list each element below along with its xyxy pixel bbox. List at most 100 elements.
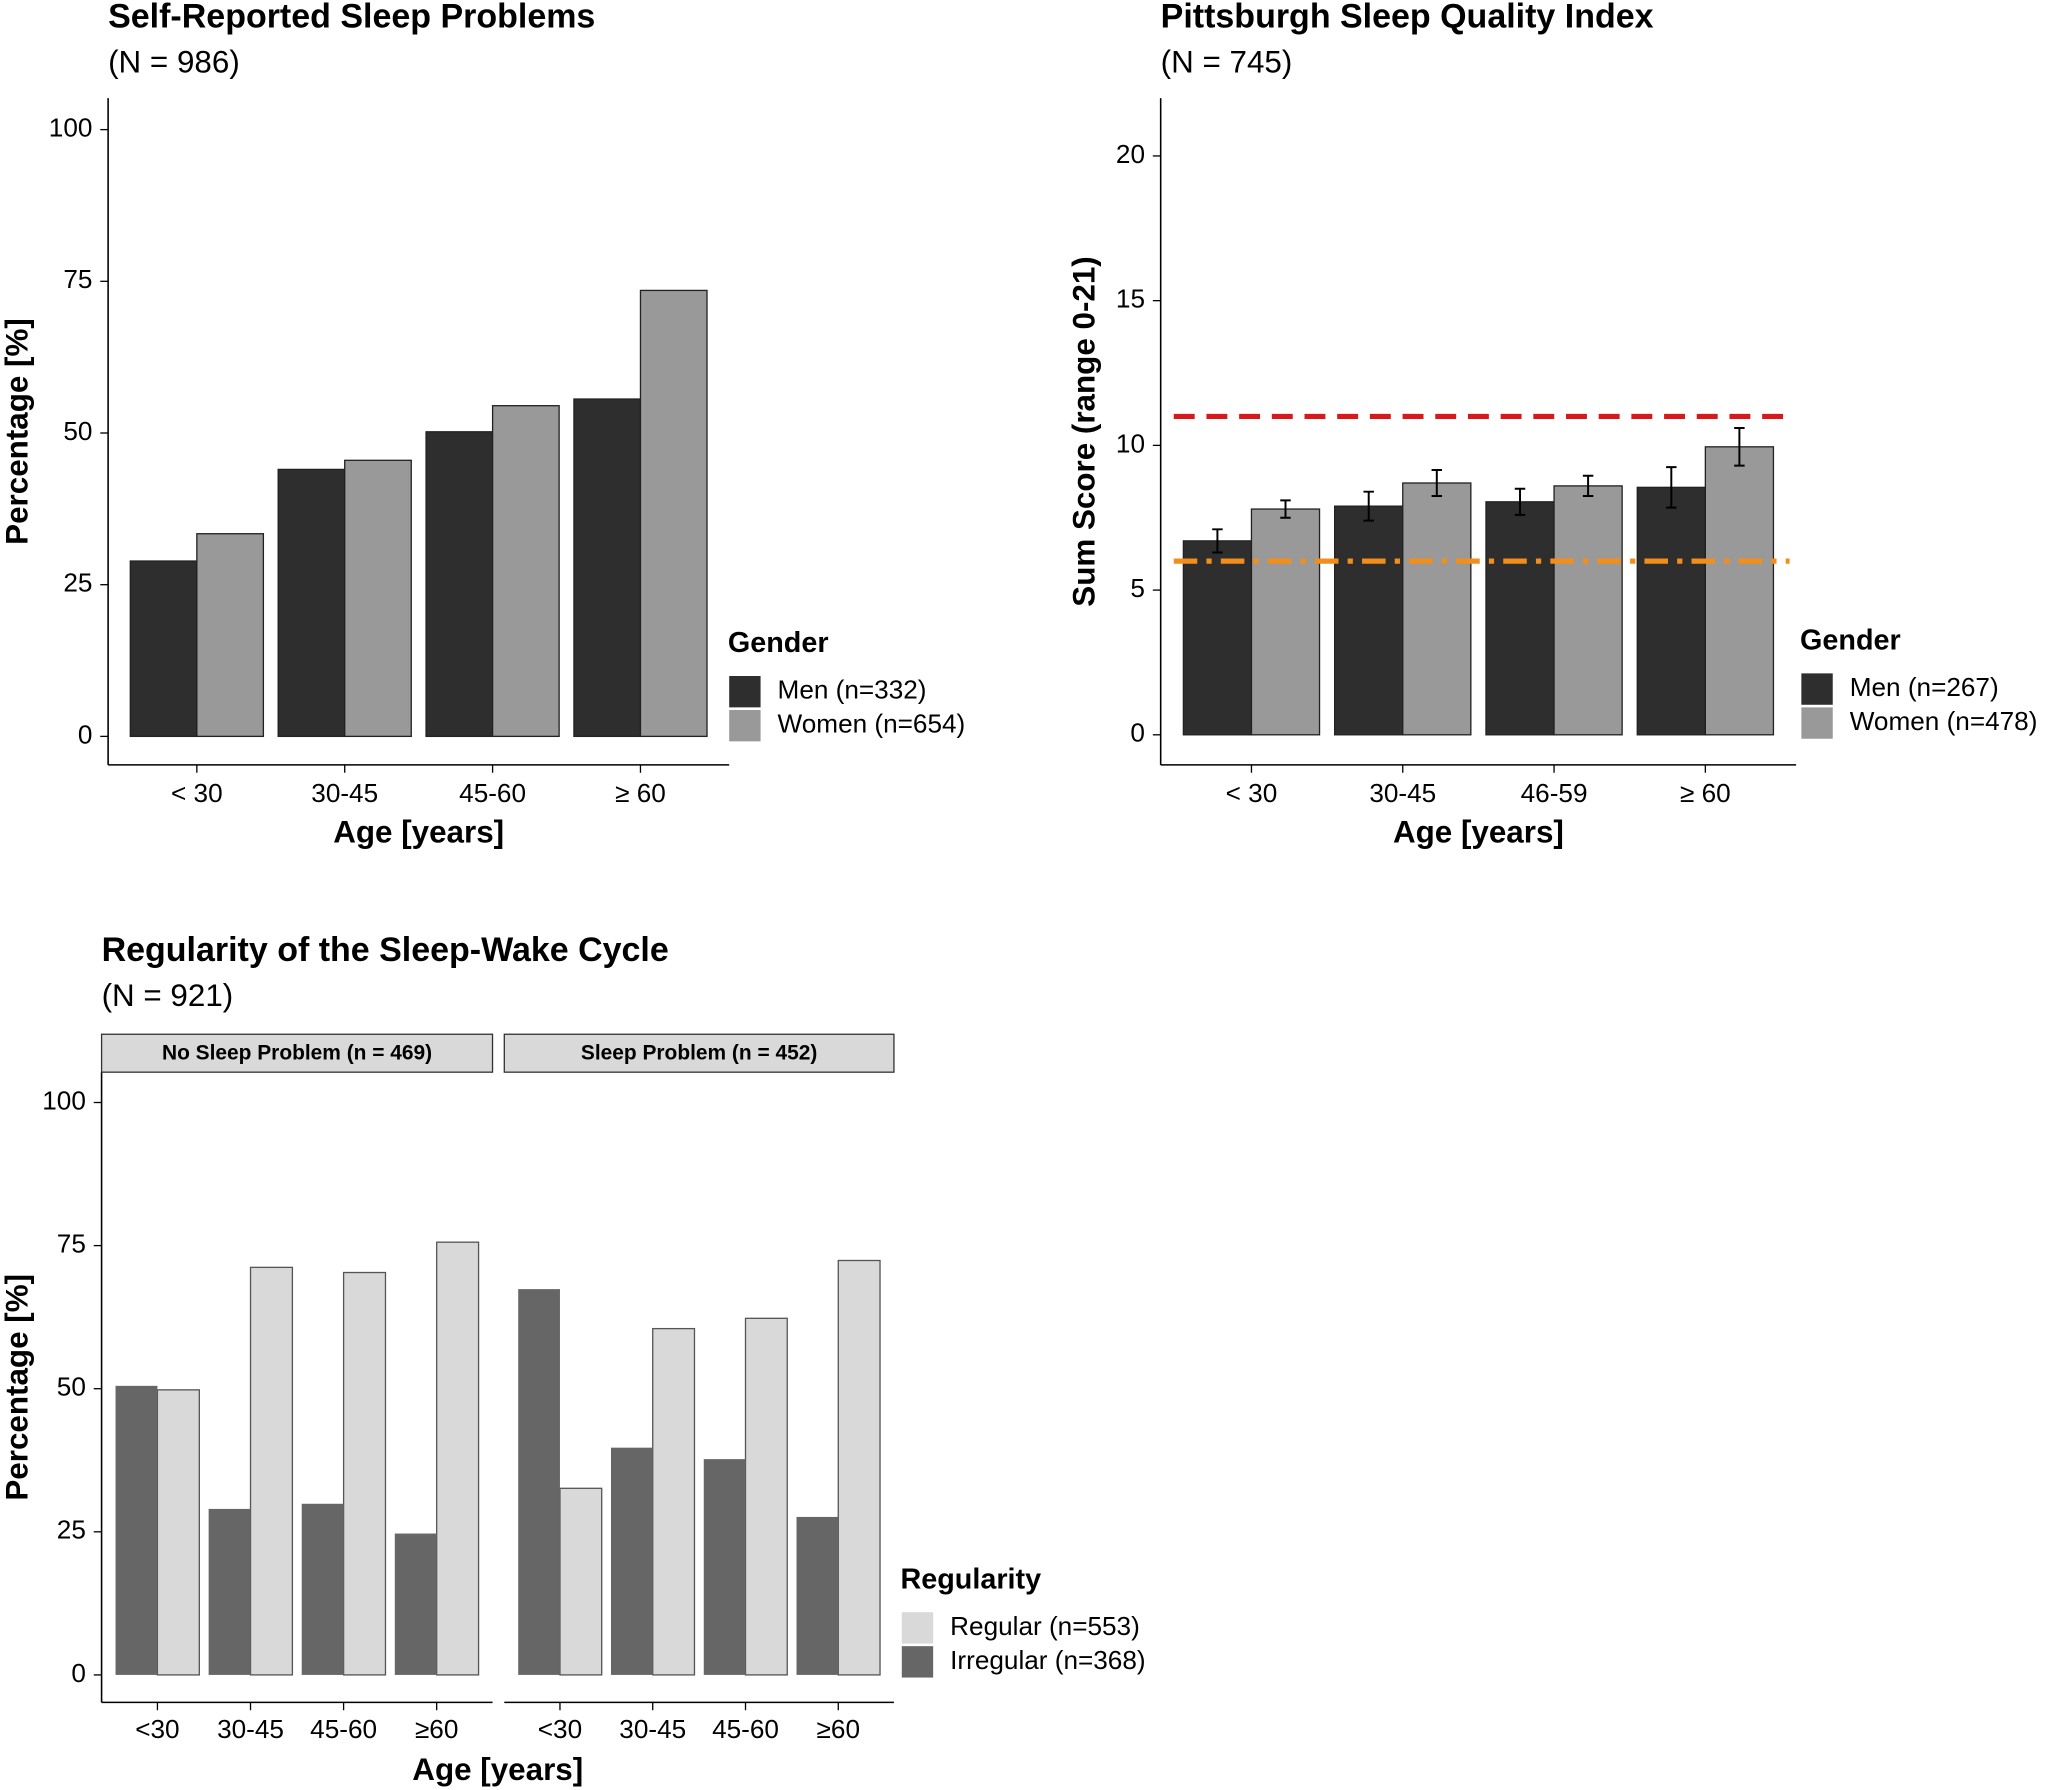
y-tick-label: 20 <box>1116 139 1145 169</box>
legend-label: Women (n=478) <box>1850 706 2038 736</box>
x-axis-title: Age [years] <box>333 814 504 849</box>
bar <box>1182 540 1253 736</box>
chart-title: Regularity of the Sleep-Wake Cycle <box>102 931 669 969</box>
y-axis-title: Percentage [%] <box>0 1274 35 1501</box>
legend-swatch <box>901 1646 934 1678</box>
facet-strip <box>100 1033 494 1073</box>
x-tick-label: ≥60 <box>817 1714 860 1744</box>
x-tick-label: 30-45 <box>311 778 378 808</box>
y-tick-label: 100 <box>42 1085 86 1115</box>
error-bar <box>1734 427 1745 467</box>
x-tick-label: 30-45 <box>217 1714 284 1744</box>
y-tick-label: 50 <box>63 416 92 446</box>
chart-title: Self-Reported Sleep Problems <box>108 0 595 35</box>
bar <box>277 468 346 738</box>
y-tick-label: 50 <box>57 1372 86 1402</box>
error-bar <box>1582 474 1594 498</box>
chart-subtitle: (N = 921) <box>102 978 234 1013</box>
bar <box>1402 482 1472 736</box>
x-tick-label: < 30 <box>171 778 223 808</box>
facet-label: Sleep Problem (n = 452) <box>581 1041 817 1064</box>
legend-title: Gender <box>728 627 829 659</box>
bar <box>1553 485 1623 736</box>
chart-subtitle: (N = 745) <box>1161 44 1293 79</box>
bar <box>196 533 265 738</box>
bar <box>573 398 642 738</box>
error-bar <box>1363 490 1374 522</box>
facet-strip <box>503 1033 895 1073</box>
x-axis-title: Age [years] <box>1393 814 1564 849</box>
facet-label: No Sleep Problem (n = 469) <box>162 1041 432 1064</box>
y-tick-label: 100 <box>49 113 93 143</box>
legend-label: Irregular (n=368) <box>950 1645 1145 1675</box>
legend-title: Gender <box>1800 625 1901 657</box>
bar <box>1334 505 1404 736</box>
error-bar <box>1212 528 1223 554</box>
chart-title: Pittsburgh Sleep Quality Index <box>1161 0 1654 35</box>
y-tick-label: 10 <box>1116 428 1145 458</box>
y-tick-label: 25 <box>63 568 92 598</box>
bar <box>518 1289 560 1675</box>
x-tick-label: 30-45 <box>619 1714 686 1744</box>
y-tick-label: 75 <box>57 1229 86 1259</box>
legend-swatch <box>1801 673 1833 705</box>
x-tick-label: <30 <box>135 1714 179 1744</box>
bar <box>639 289 708 738</box>
legend-swatch <box>729 675 761 708</box>
bar <box>208 1508 251 1675</box>
x-tick-label: 45-60 <box>459 778 526 808</box>
x-tick-label: ≥ 60 <box>1680 778 1731 808</box>
bar <box>652 1327 696 1676</box>
y-tick-label: 25 <box>57 1515 86 1545</box>
error-bar <box>1514 487 1526 516</box>
bar <box>425 431 494 738</box>
legend-swatch <box>1801 707 1833 739</box>
error-bar <box>1666 466 1677 509</box>
y-tick-label: 0 <box>78 719 93 749</box>
bar <box>249 1266 294 1676</box>
x-tick-label: 46-59 <box>1521 778 1588 808</box>
bar <box>559 1487 603 1676</box>
x-tick-label: <30 <box>538 1714 582 1744</box>
bar <box>342 1271 387 1676</box>
error-bar <box>1431 468 1443 498</box>
bar <box>491 405 560 738</box>
legend-swatch <box>901 1612 934 1644</box>
chart-subtitle: (N = 986) <box>108 44 240 79</box>
bar <box>1250 508 1321 736</box>
x-tick-label: 45-60 <box>712 1714 779 1744</box>
y-tick-label: 0 <box>1130 718 1145 748</box>
y-tick-label: 0 <box>71 1658 86 1688</box>
x-tick-label: ≥60 <box>415 1714 458 1744</box>
bar <box>436 1241 480 1676</box>
legend-title: Regularity <box>900 1563 1041 1595</box>
x-tick-label: < 30 <box>1226 778 1278 808</box>
bar <box>703 1459 746 1675</box>
x-tick-label: 45-60 <box>310 1714 377 1744</box>
bar <box>394 1533 437 1675</box>
legend-label: Regular (n=553) <box>950 1611 1140 1641</box>
x-tick-label: ≥ 60 <box>615 778 666 808</box>
bar <box>837 1259 881 1676</box>
x-tick-label: 30-45 <box>1369 778 1436 808</box>
bar <box>1636 486 1707 736</box>
bar <box>115 1385 158 1675</box>
legend-label: Men (n=267) <box>1850 672 1999 702</box>
y-axis-title: Percentage [%] <box>0 318 35 545</box>
bar <box>129 560 198 738</box>
error-bar <box>1280 499 1291 519</box>
legend-label: Men (n=332) <box>778 675 927 705</box>
bar <box>156 1389 200 1676</box>
y-tick-label: 75 <box>63 264 92 294</box>
bar <box>744 1317 788 1676</box>
y-tick-label: 15 <box>1116 284 1145 314</box>
bar <box>1704 446 1775 736</box>
bar <box>301 1503 344 1675</box>
legend-swatch <box>729 709 761 742</box>
bar <box>344 459 412 738</box>
legend-label: Women (n=654) <box>778 709 966 739</box>
x-axis-title: Age [years] <box>412 1752 583 1787</box>
y-tick-label: 5 <box>1130 573 1145 603</box>
bar <box>1485 501 1555 736</box>
